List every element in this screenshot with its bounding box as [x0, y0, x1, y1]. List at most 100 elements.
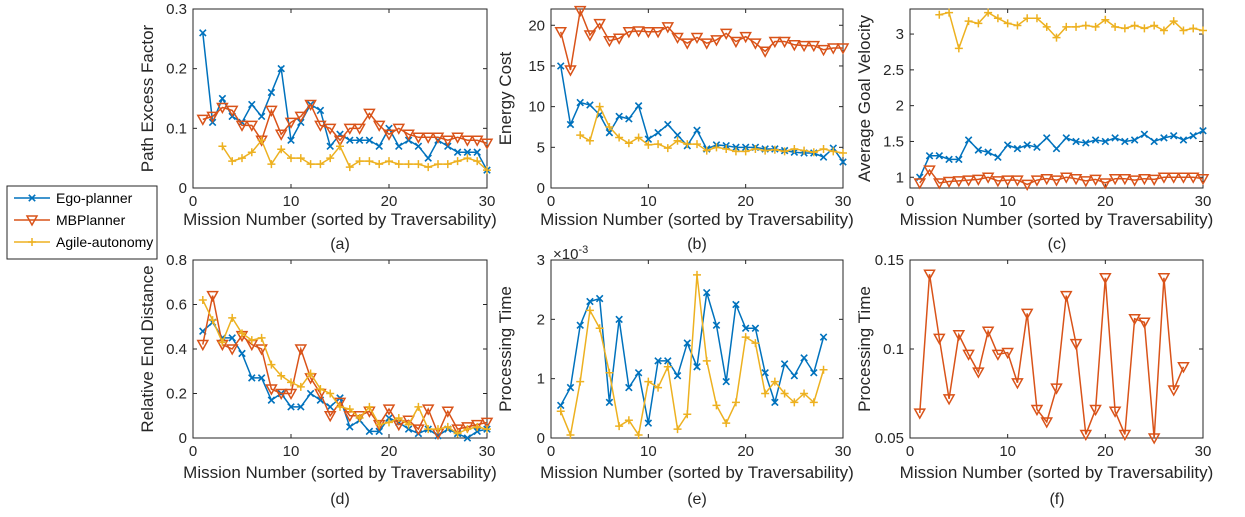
x-tick-label: 30	[1195, 443, 1212, 460]
data-point	[267, 396, 276, 404]
data-point	[247, 336, 256, 345]
data-point	[1011, 378, 1024, 390]
data-point	[1111, 22, 1120, 31]
series-line	[559, 65, 844, 163]
data-point	[402, 129, 415, 141]
panel-caption: (a)	[330, 236, 350, 253]
data-point	[353, 123, 366, 135]
data-point	[1069, 173, 1083, 186]
y-tick-label: 2.5	[883, 62, 904, 79]
data-point	[284, 117, 298, 129]
data-point	[306, 160, 315, 169]
data-point	[625, 383, 633, 392]
x-tick-label: 30	[835, 193, 852, 210]
data-point	[1128, 175, 1141, 187]
data-point	[326, 389, 335, 398]
series-agile-autonomy	[218, 136, 491, 175]
data-point	[257, 333, 266, 342]
data-point	[683, 410, 692, 419]
data-point	[722, 377, 730, 386]
data-point	[809, 148, 818, 157]
data-point	[634, 133, 643, 142]
data-point	[274, 129, 288, 141]
data-point	[1013, 21, 1022, 30]
data-point	[1023, 141, 1031, 149]
data-point	[1147, 174, 1161, 186]
data-point	[1020, 179, 1034, 191]
data-point	[780, 360, 789, 368]
data-point	[680, 38, 694, 50]
data-point	[923, 269, 936, 281]
data-point	[1150, 137, 1158, 146]
y-axis-label: Energy Cost	[496, 51, 515, 145]
x-tick-label: 20	[1097, 193, 1114, 210]
x-tick-label: 10	[283, 443, 300, 460]
data-point	[1001, 175, 1014, 187]
data-point	[839, 149, 847, 158]
data-point	[1023, 14, 1032, 23]
data-point	[751, 324, 760, 332]
data-point	[1042, 134, 1051, 142]
y-tick-label: 0.8	[166, 252, 187, 269]
data-point	[316, 106, 325, 115]
data-point	[267, 88, 276, 97]
data-point	[942, 394, 956, 406]
data-point	[1050, 383, 1063, 395]
data-point	[1118, 429, 1132, 441]
data-point	[248, 374, 256, 382]
data-point	[228, 157, 237, 166]
plot-area	[192, 8, 488, 189]
data-point	[780, 147, 789, 156]
data-point	[375, 427, 383, 436]
data-point	[1169, 131, 1178, 140]
data-point	[443, 160, 452, 169]
x-tick-label: 10	[999, 443, 1016, 460]
data-point	[274, 388, 288, 401]
y-tick-label: 0.15	[875, 252, 904, 269]
data-point	[1108, 406, 1122, 418]
panel-caption: (d)	[330, 491, 350, 508]
data-point	[1003, 19, 1012, 28]
data-point	[1059, 172, 1073, 184]
data-point	[654, 140, 663, 149]
data-point	[962, 175, 975, 187]
data-point	[952, 176, 966, 188]
data-point	[974, 19, 983, 28]
data-point	[556, 407, 565, 416]
plot-area	[192, 259, 488, 439]
data-point	[683, 339, 692, 347]
data-point	[1099, 273, 1112, 285]
x-tick-label: 0	[906, 193, 914, 210]
data-point	[663, 144, 672, 153]
data-point	[984, 148, 992, 156]
data-point	[297, 403, 305, 411]
data-point	[826, 43, 840, 55]
data-point	[585, 136, 594, 145]
data-point	[945, 8, 954, 17]
data-point	[326, 154, 335, 163]
data-point	[1160, 134, 1168, 142]
data-point	[267, 360, 276, 369]
data-point	[1167, 172, 1180, 184]
data-point	[981, 326, 995, 338]
x-axis-label: Mission Number (sorted by Traversability…	[540, 463, 854, 482]
series-agile-autonomy	[935, 8, 1207, 53]
data-point	[284, 388, 298, 401]
data-point	[741, 147, 750, 156]
data-point	[346, 136, 354, 145]
data-point	[634, 368, 643, 377]
data-point	[404, 425, 413, 433]
data-point	[421, 404, 435, 416]
data-point	[586, 101, 594, 109]
data-point	[235, 120, 249, 132]
data-point	[247, 148, 256, 157]
data-point	[700, 38, 714, 50]
data-point	[1157, 273, 1171, 285]
data-point	[206, 111, 219, 123]
data-point	[693, 363, 701, 371]
data-point	[729, 36, 743, 49]
panel-caption: (b)	[687, 236, 707, 253]
data-point	[661, 22, 675, 34]
data-point	[296, 382, 305, 391]
